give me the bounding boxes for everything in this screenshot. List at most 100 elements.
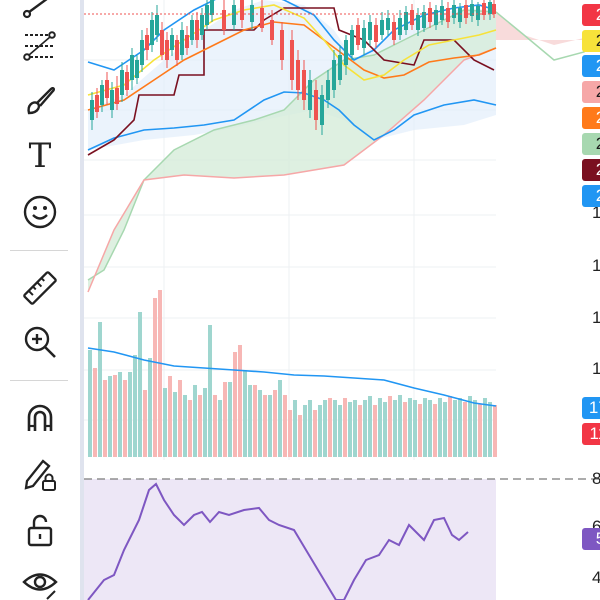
rsi-axis-tick: 80.00	[592, 469, 600, 488]
volume-bar	[263, 395, 267, 457]
price-tag-last: 27.20	[582, 4, 600, 26]
rsi-band	[84, 479, 496, 600]
volume-bar	[283, 395, 287, 457]
candle-body	[170, 35, 174, 50]
candle-body	[492, 4, 496, 14]
trendline-tool[interactable]	[12, 0, 68, 26]
volume-bar	[268, 395, 272, 457]
candle-body	[270, 20, 274, 40]
volume-bar	[373, 405, 377, 457]
volume-bar	[298, 415, 302, 457]
candle-body	[155, 15, 159, 35]
candle-body	[428, 8, 432, 22]
candle-body	[380, 20, 384, 35]
volume-bar	[168, 376, 172, 457]
fib-tool[interactable]	[12, 24, 68, 68]
magnet-tool[interactable]	[12, 396, 68, 440]
volume-bar	[488, 402, 492, 457]
candle-body	[356, 25, 360, 45]
rsi-line	[87, 482, 469, 600]
chart-area[interactable]: 17.50 15.00 12.50 10.00 80.00 60.00 40.0…	[84, 0, 600, 600]
volume-bar	[338, 405, 342, 457]
candle-body	[232, 5, 236, 25]
price-chart[interactable]	[84, 0, 600, 600]
volume-ma-tag: 17.559M	[582, 397, 600, 419]
unlock-icon	[27, 514, 53, 547]
volume-bar	[478, 404, 482, 457]
volume-bar	[333, 400, 337, 457]
candle-body	[458, 8, 462, 22]
candle-body	[190, 20, 194, 40]
volume-bar	[423, 398, 427, 457]
price-tag-upper-band: 26.37	[582, 55, 600, 77]
volume-bar	[468, 396, 472, 457]
candle-body	[332, 60, 336, 90]
lock-drawing-tool[interactable]	[12, 452, 68, 496]
volume-bar	[243, 370, 247, 457]
candle-body	[160, 30, 164, 55]
price-tag-cloud-b: 25.46	[582, 133, 600, 155]
candle-body	[165, 40, 169, 60]
candle-body	[338, 55, 342, 80]
candle-body	[260, 8, 264, 28]
cloud-projection	[496, 12, 600, 45]
candle-body	[175, 40, 179, 60]
ruler-icon	[23, 271, 57, 305]
cloud-line-b	[87, 47, 497, 293]
volume-bar	[113, 375, 117, 457]
volume-bar	[203, 388, 207, 457]
candle-body	[240, 0, 244, 20]
candle-body	[392, 22, 396, 40]
candle-body	[115, 88, 119, 104]
brush-icon	[27, 86, 56, 115]
volume-bar	[163, 388, 167, 457]
candle-body	[280, 30, 284, 60]
volume-bar	[403, 402, 407, 457]
volume-bar	[388, 396, 392, 457]
pencil-lock-icon	[24, 459, 56, 491]
volume-bar	[458, 398, 462, 457]
text-icon: T	[28, 136, 52, 176]
volume-bar	[408, 398, 412, 457]
price-tag-lower-band: 22.68	[582, 185, 600, 207]
zoom-tool[interactable]	[12, 320, 68, 364]
visibility-tool[interactable]	[12, 560, 68, 600]
volume-bar	[443, 402, 447, 457]
candle-body	[446, 8, 450, 22]
candle-body	[416, 15, 420, 30]
candle-body	[434, 10, 438, 25]
volume-bar	[323, 400, 327, 457]
volume-bar	[368, 396, 372, 457]
volume-bar	[223, 382, 227, 457]
candle-body	[326, 80, 330, 100]
candle-body	[100, 85, 104, 105]
drawing-toolbar: T	[0, 0, 80, 600]
candle-body	[180, 30, 184, 55]
candle-body	[398, 18, 402, 35]
volume-bar	[448, 396, 452, 457]
volume-bar	[483, 398, 487, 457]
volume-bar	[433, 404, 437, 457]
volume-bar	[253, 385, 257, 457]
text-tool[interactable]: T	[12, 134, 68, 178]
volume-bar	[233, 352, 237, 457]
volume-bar	[193, 385, 197, 457]
volume-bar	[293, 400, 297, 457]
price-tag-cloud-a: 26.30	[582, 81, 600, 103]
volume-bar	[183, 395, 187, 457]
candle-body	[95, 95, 99, 112]
emoji-tool[interactable]	[12, 190, 68, 234]
volume-bar	[398, 395, 402, 457]
ruler-tool[interactable]	[12, 266, 68, 310]
volume-bar	[328, 398, 332, 457]
volume-bar	[418, 404, 422, 457]
volume-bar	[353, 400, 357, 457]
candle-body	[135, 60, 139, 78]
candle-body	[362, 28, 366, 48]
lock-all-tool[interactable]	[12, 508, 68, 552]
candle-body	[422, 12, 426, 28]
brush-tool[interactable]	[12, 80, 68, 124]
price-axis-tick: 12.50	[592, 308, 600, 327]
candle-body	[452, 5, 456, 18]
candle-body	[350, 30, 354, 55]
